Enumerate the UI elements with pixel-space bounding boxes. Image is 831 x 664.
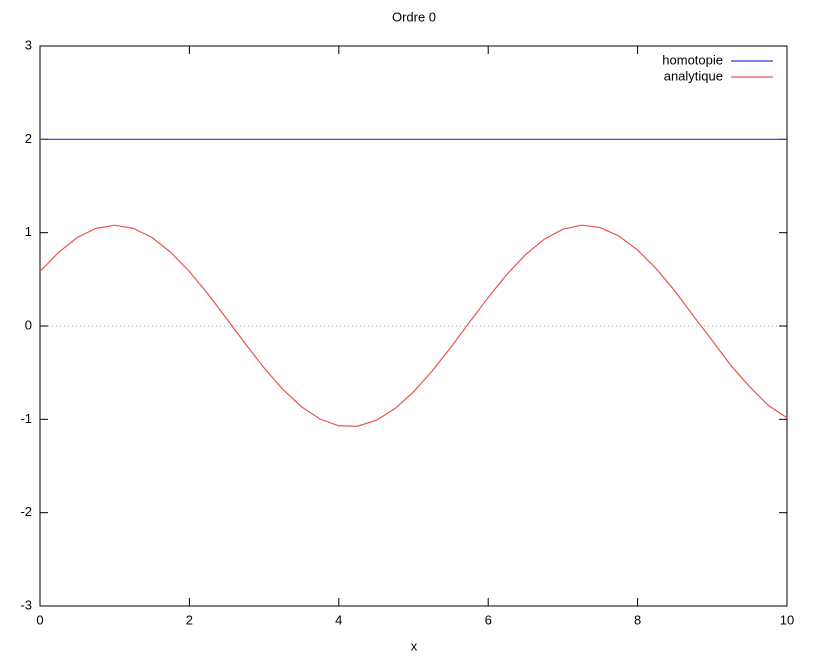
- y-tick-label: 0: [25, 317, 32, 332]
- x-tick-label: 4: [335, 612, 342, 627]
- x-tick-label: 8: [634, 612, 641, 627]
- x-tick-label: 6: [485, 612, 492, 627]
- series-line: [39, 224, 788, 427]
- legend-label: homotopie: [662, 52, 723, 67]
- y-tick-label: 3: [25, 37, 32, 52]
- legend-label: analytique: [664, 68, 723, 83]
- y-tick-label: 1: [25, 224, 32, 239]
- x-axis-label: x: [411, 638, 418, 653]
- chart-title: Ordre 0: [392, 9, 436, 24]
- y-tick-label: -2: [20, 504, 32, 519]
- y-tick-label: 2: [25, 131, 32, 146]
- y-tick-label: -3: [20, 597, 32, 612]
- x-tick-label: 2: [186, 612, 193, 627]
- y-tick-label: -1: [20, 411, 32, 426]
- x-tick-label: 10: [780, 612, 794, 627]
- plot-frame: [39, 45, 788, 607]
- x-tick-label: 0: [36, 612, 43, 627]
